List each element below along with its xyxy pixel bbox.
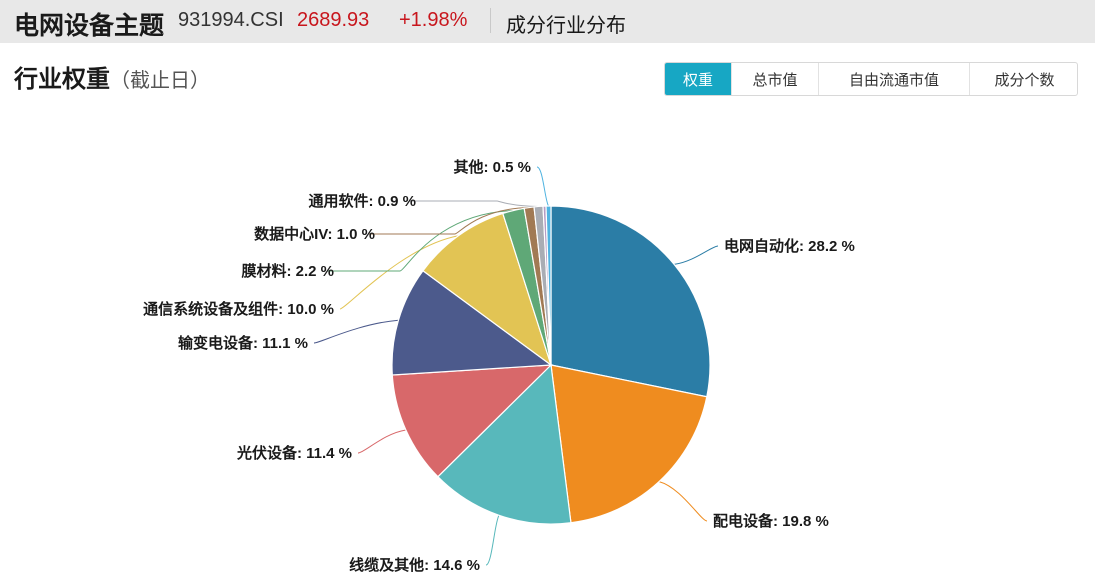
svg-text:数据中心IV: 1.0 %: 数据中心IV: 1.0 % — [254, 225, 375, 243]
svg-text:配电设备: 19.8 %: 配电设备: 19.8 % — [713, 512, 829, 530]
svg-text:线缆及其他: 14.6 %: 线缆及其他: 14.6 % — [349, 556, 480, 574]
svg-text:输变电设备: 11.1 %: 输变电设备: 11.1 % — [178, 334, 308, 352]
svg-text:光伏设备: 11.4 %: 光伏设备: 11.4 % — [236, 444, 352, 462]
svg-text:通用软件: 0.9 %: 通用软件: 0.9 % — [308, 192, 416, 210]
svg-text:通信系统设备及组件: 10.0 %: 通信系统设备及组件: 10.0 % — [143, 300, 334, 318]
svg-text:膜材料: 2.2 %: 膜材料: 2.2 % — [241, 262, 334, 280]
svg-text:电网自动化: 28.2 %: 电网自动化: 28.2 % — [724, 237, 855, 255]
svg-text:其他: 0.5 %: 其他: 0.5 % — [453, 158, 531, 176]
